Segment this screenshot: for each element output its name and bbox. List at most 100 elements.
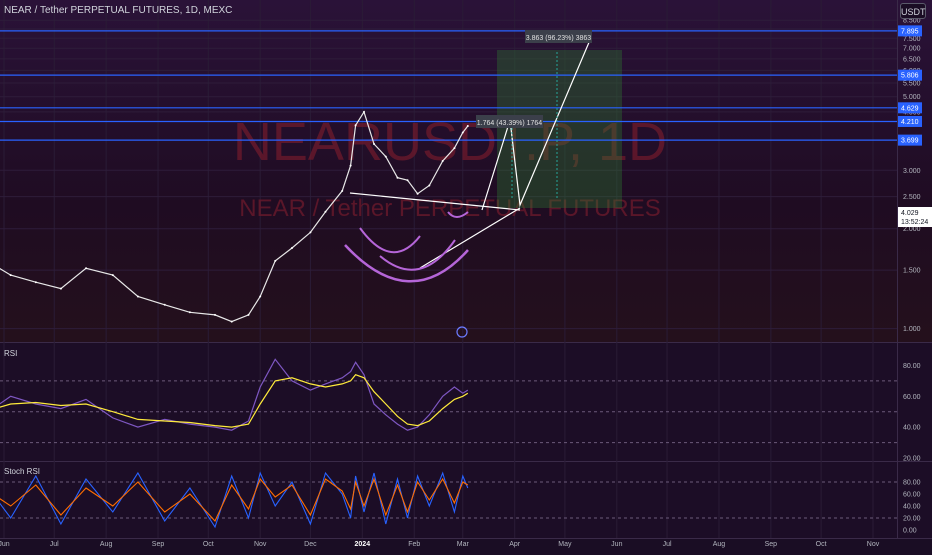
price-point xyxy=(441,160,444,163)
last-price-tag xyxy=(898,207,932,227)
stoch-tick-label: 40.00 xyxy=(903,504,921,511)
price-point xyxy=(274,259,277,262)
price-point xyxy=(373,143,376,146)
time-tick-label: Oct xyxy=(816,541,827,548)
grid xyxy=(0,0,897,538)
price-point xyxy=(213,313,216,316)
price-point xyxy=(163,303,166,306)
rsi-tick-label: 80.00 xyxy=(903,363,921,370)
price-point xyxy=(247,313,250,316)
time-tick-label: Sep xyxy=(152,541,165,548)
axes: Jun Jul Aug Sep Oct Nov Dec 2024 Feb Mar Apr May Jun… xyxy=(0,18,922,548)
last-price-label: 4.029 xyxy=(901,210,919,217)
price-point xyxy=(259,295,262,298)
price-series xyxy=(0,110,469,323)
watermark-name: NEAR / Tether PERPETUAL FUTURES xyxy=(239,195,660,222)
price-point xyxy=(406,179,409,182)
price-point xyxy=(461,131,464,134)
price-point xyxy=(290,246,293,249)
rsi-series xyxy=(0,358,897,444)
price-tick-label: 7.000 xyxy=(903,46,921,53)
price-point xyxy=(59,287,62,290)
price-levels xyxy=(0,30,897,141)
price-point xyxy=(428,184,431,187)
stoch-line xyxy=(0,471,469,529)
cup-arc-outer xyxy=(344,244,469,283)
price-level-label: 3.699 xyxy=(901,138,919,145)
price-point xyxy=(136,295,139,298)
rsi-pane[interactable] xyxy=(0,343,932,461)
rsi-tick-label: 40.00 xyxy=(903,425,921,432)
projection-path[interactable] xyxy=(481,39,591,211)
support-trendline[interactable] xyxy=(419,207,521,269)
price-point xyxy=(416,192,419,195)
time-tick-label: Oct xyxy=(203,541,214,548)
time-tick-label: Jul xyxy=(663,541,672,548)
time-tick-label: Aug xyxy=(100,541,113,548)
price-tick-label: 1.000 xyxy=(903,326,921,333)
time-tick-label: Feb xyxy=(408,541,420,548)
price-point xyxy=(384,155,387,158)
price-point xyxy=(466,124,469,127)
price-level-label: 5.806 xyxy=(901,73,919,80)
price-point xyxy=(453,147,456,150)
price-level-tag xyxy=(898,69,922,81)
time-tick-label: May xyxy=(558,541,572,548)
rsi-pane-label[interactable]: RSI xyxy=(4,349,18,358)
price-point xyxy=(396,176,399,179)
price-level-tag xyxy=(898,134,922,146)
projection-box[interactable] xyxy=(497,50,622,208)
stoch-tick-label: 0.00 xyxy=(903,528,917,535)
annotation-box-2 xyxy=(476,115,543,128)
annotation-box-1 xyxy=(525,30,592,43)
stoch-tick-label: 80.00 xyxy=(903,480,921,487)
time-tick-label: Aug xyxy=(713,541,726,548)
time-tick-label: Nov xyxy=(867,541,880,548)
currency-button[interactable]: USDT xyxy=(900,3,926,19)
resistance-trendline[interactable] xyxy=(349,192,521,211)
countdown-label: 13:52:24 xyxy=(901,219,928,226)
price-point xyxy=(230,320,233,323)
chart-title: NEAR / Tether PERPETUAL FUTURES, 1D, MEX… xyxy=(4,5,233,16)
price-tick-label: 7.500 xyxy=(903,36,921,43)
cup-arc-left xyxy=(359,227,421,253)
rsi-tick-label: 20.00 xyxy=(903,456,921,463)
time-tick-label: Dec xyxy=(304,541,317,548)
time-tick-label: Jun xyxy=(611,541,622,548)
stoch-line xyxy=(0,477,469,522)
price-point xyxy=(85,267,88,270)
event-marker-icon[interactable] xyxy=(456,326,468,338)
annotation-label-2: 1.764 (43.39%) 1764 xyxy=(477,120,542,127)
price-tick-label: 2.500 xyxy=(903,194,921,201)
price-level-tag xyxy=(898,115,922,127)
time-tick-label: Jun xyxy=(0,541,10,548)
price-point xyxy=(349,164,352,167)
rsi-tick-label: 60.00 xyxy=(903,394,921,401)
price-point xyxy=(9,274,12,277)
stoch-pane[interactable] xyxy=(0,462,932,538)
time-tick-label: Jul xyxy=(50,541,59,548)
time-tick-label: Sep xyxy=(765,541,778,548)
price-level-tag xyxy=(898,25,922,37)
price-tick-label: 5.000 xyxy=(903,94,921,101)
stoch-tick-label: 60.00 xyxy=(903,492,921,499)
price-point xyxy=(362,110,365,113)
price-level-label: 4.210 xyxy=(901,119,919,126)
stoch-series xyxy=(0,471,897,529)
price-point xyxy=(111,274,114,277)
price-point xyxy=(341,189,344,192)
annotation-label-1: 3.863 (96.23%) 3863 xyxy=(526,35,591,42)
price-tick-label: 2.000 xyxy=(903,226,921,233)
price-pane[interactable] xyxy=(0,0,932,342)
price-level-label: 7.895 xyxy=(901,28,919,35)
price-point xyxy=(354,124,357,127)
price-level-label: 4.629 xyxy=(901,105,919,112)
price-tick-label: 8.500 xyxy=(903,18,921,25)
handle-arc xyxy=(447,211,469,218)
price-point xyxy=(34,281,37,284)
stoch-pane-label[interactable]: Stoch RSI xyxy=(4,467,41,476)
price-tick-label: 5.500 xyxy=(903,80,921,87)
price-point xyxy=(309,231,312,234)
